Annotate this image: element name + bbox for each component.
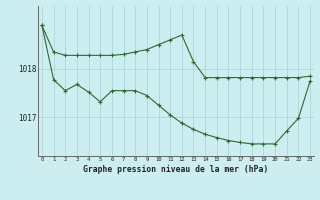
X-axis label: Graphe pression niveau de la mer (hPa): Graphe pression niveau de la mer (hPa) <box>84 165 268 174</box>
